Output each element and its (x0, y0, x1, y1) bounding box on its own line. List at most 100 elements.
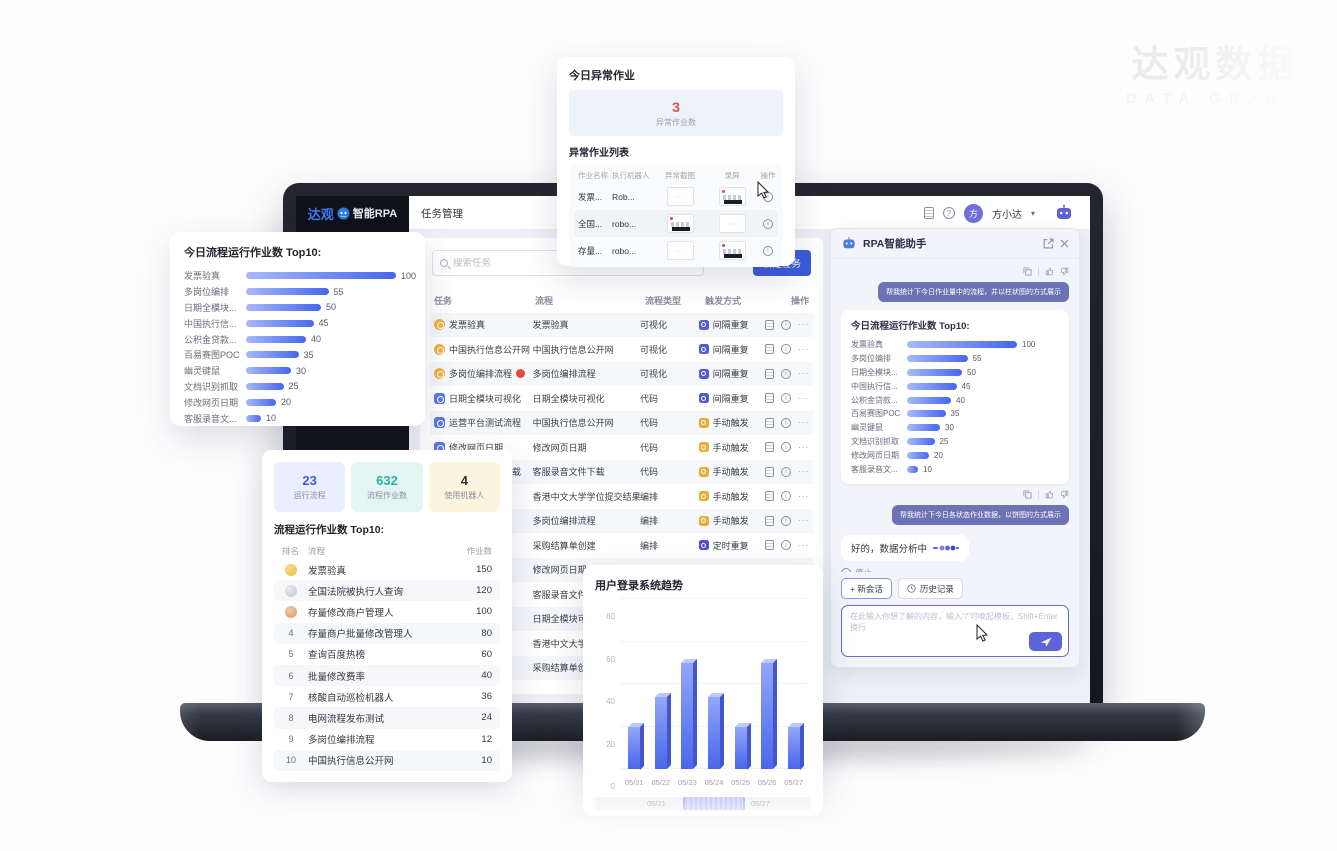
table-row[interactable]: 香港中文大学学位提交结果查... 编排 手动触发 i ··· (430, 484, 813, 509)
stop-row[interactable]: 停止 (841, 567, 1069, 572)
info-icon[interactable]: i (780, 319, 791, 330)
log-icon[interactable] (764, 368, 774, 379)
table-row[interactable]: 运营平台测试流程 中国执行信息公开网 代码 手动触发 (430, 410, 813, 435)
ranking-row[interactable]: 1 发票验真 150 (274, 559, 500, 580)
more-icon[interactable]: ··· (797, 418, 809, 428)
slider-selection[interactable] (683, 797, 745, 810)
info-icon[interactable]: i (763, 218, 773, 229)
abnormal-row[interactable]: 存量... robo... i (574, 237, 778, 264)
trigger-cell: 手动触发 (698, 465, 765, 478)
thumbs-down-icon[interactable] (1060, 490, 1069, 499)
table-row[interactable]: 日期全模块可视化 日期全模块可视化 代码 间隔重复 (430, 386, 813, 411)
ranking-row[interactable]: 2 全国法院被执行人查询 120 (274, 580, 500, 602)
more-icon[interactable]: ··· (797, 393, 809, 403)
info-icon[interactable]: i (780, 442, 791, 453)
log-icon[interactable] (764, 417, 774, 428)
ranking-row[interactable]: 6 批量修改费率 40 (274, 664, 500, 687)
job-name: 全国... (578, 218, 603, 229)
abnormal-row[interactable]: 发票... Rob... i (574, 183, 778, 210)
rank-number: 7 (288, 691, 294, 702)
table-row[interactable]: 发票验真 发票验真 可视化 间隔重复 (430, 312, 813, 337)
send-button[interactable] (1029, 632, 1062, 651)
copy-icon[interactable] (1023, 267, 1032, 276)
thumbs-up-icon[interactable] (1045, 267, 1054, 276)
screenshot-thumbnail[interactable] (666, 241, 694, 260)
assistant-chart-card: 今日流程运行作业数 Top10: 发票验真 100 (841, 310, 1069, 484)
ranking-row[interactable]: 8 电网流程发布测试 24 (274, 707, 500, 729)
more-icon[interactable]: ··· (797, 467, 809, 477)
more-icon[interactable]: ··· (797, 516, 809, 526)
more-icon[interactable]: ··· (797, 491, 809, 501)
recording-thumbnail[interactable] (718, 241, 746, 260)
flow-name: 中国执行信息公开网 (532, 418, 614, 429)
username[interactable]: 方小达 (991, 209, 1022, 221)
log-icon[interactable] (764, 393, 774, 404)
log-icon[interactable] (764, 540, 774, 551)
log-icon[interactable] (764, 466, 774, 477)
thumbs-up-icon[interactable] (1045, 490, 1054, 499)
log-icon[interactable] (764, 319, 774, 330)
ranking-row[interactable]: 5 查询百度热榜 60 (274, 644, 500, 665)
more-icon[interactable]: ··· (797, 344, 809, 354)
bar (907, 424, 940, 432)
avatar[interactable]: 方 (963, 203, 983, 223)
more-icon[interactable]: ··· (797, 442, 809, 452)
help-icon[interactable]: ? (942, 207, 955, 219)
copy-icon[interactable] (1023, 490, 1032, 499)
chevron-down-icon[interactable]: ▾ (1030, 208, 1035, 218)
open-external-icon[interactable] (1043, 238, 1054, 249)
log-icon[interactable] (764, 515, 774, 526)
abnormal-row[interactable]: 全国... robo... i (574, 210, 778, 237)
info-icon[interactable]: i (763, 245, 773, 256)
ranking-row[interactable]: 9 多岗位编排流程 12 (274, 729, 500, 750)
recording-thumbnail[interactable] (718, 214, 746, 233)
info-icon[interactable]: i (780, 515, 791, 526)
log-icon[interactable] (764, 491, 774, 502)
recording-thumbnail[interactable] (718, 187, 746, 206)
x-tick: 05/23 (678, 778, 697, 787)
document-icon[interactable] (923, 207, 934, 219)
info-icon[interactable]: i (780, 540, 791, 551)
stat-value: 23 (302, 473, 317, 488)
job-name: 发票... (578, 191, 603, 202)
ranking-row[interactable]: 3 存量修改商户管理人 100 (274, 601, 500, 622)
thumbs-down-icon[interactable] (1060, 267, 1069, 276)
more-icon[interactable]: ··· (797, 320, 809, 330)
bar-value: 45 (318, 318, 329, 329)
trigger-cell: 间隔重复 (698, 392, 765, 405)
info-icon[interactable]: i (780, 466, 791, 477)
info-icon[interactable]: i (780, 491, 791, 502)
ranking-row[interactable]: 7 核酸自动巡检机器人 36 (274, 686, 500, 707)
assistant-launcher-icon[interactable] (1054, 205, 1074, 221)
info-icon[interactable]: i (780, 393, 791, 404)
log-icon[interactable] (764, 344, 774, 355)
job-count: 10 (481, 754, 492, 766)
operations-cell: i ··· (764, 344, 813, 355)
ranking-row[interactable]: 4 存量商户批量修改管理人 80 (274, 622, 500, 644)
more-icon[interactable]: ··· (797, 540, 809, 550)
tab-task-management[interactable]: 任务管理 (421, 208, 463, 220)
divider (1038, 489, 1039, 499)
bar-column (621, 726, 647, 769)
info-icon[interactable]: i (780, 344, 791, 355)
close-icon[interactable] (1060, 239, 1069, 248)
log-icon[interactable] (764, 442, 774, 453)
table-row[interactable]: 中国执行信息公开网 中国执行信息公开网 可视化 间隔重复 (430, 337, 813, 362)
info-icon[interactable]: i (780, 368, 791, 379)
mouse-cursor (976, 624, 989, 642)
table-row[interactable]: 修改网页日期 修改网页日期 代码 手动触发 (430, 435, 813, 460)
operations-cell: i ··· (764, 393, 813, 404)
info-icon[interactable]: i (780, 417, 791, 428)
bar-3d (654, 696, 667, 769)
ranking-row[interactable]: 10 中国执行信息公开网 10 (274, 749, 500, 771)
data-zoom-slider[interactable]: 05/21 05/27 (595, 797, 811, 810)
more-icon[interactable]: ··· (797, 369, 809, 379)
chat-input[interactable] (850, 611, 1060, 634)
chat-input-box[interactable] (841, 605, 1069, 657)
history-button[interactable]: 历史记录 (897, 578, 963, 599)
screenshot-thumbnail[interactable] (666, 214, 694, 233)
table-row[interactable]: 多岗位编排流程 多岗位编排流程 可视化 间隔重复 (430, 361, 813, 386)
new-conversation-button[interactable]: + 新会话 (841, 578, 892, 599)
table-row[interactable]: 采购结算单创建 编排 定时重复 i ··· (430, 533, 813, 558)
screenshot-thumbnail[interactable] (666, 187, 694, 206)
